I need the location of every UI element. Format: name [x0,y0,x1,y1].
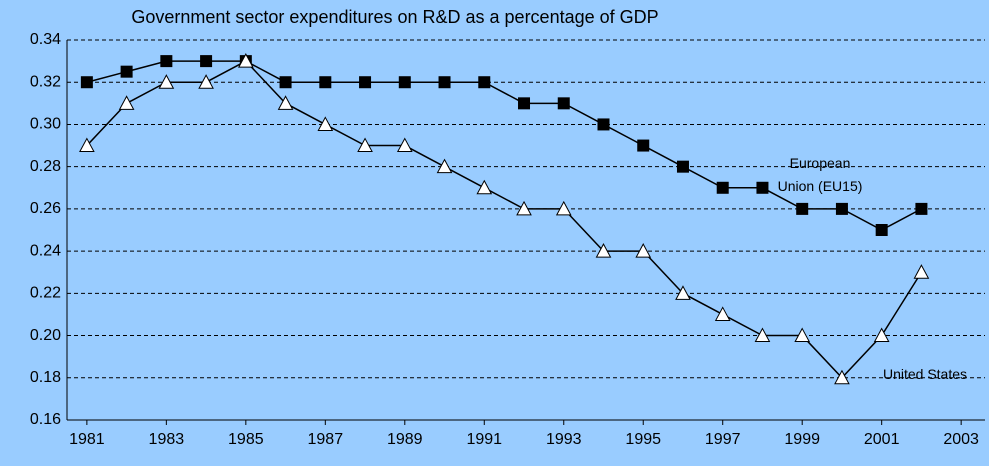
y-tick-label: 0.32 [30,73,61,90]
marker [794,327,811,343]
y-tick-label: 0.28 [30,158,61,175]
marker [555,200,572,216]
marker [158,74,175,89]
y-tick-label: 0.16 [30,411,61,428]
series-line [86,60,923,379]
marker [396,137,413,153]
x-tick-label: 1983 [149,431,185,448]
marker [120,65,133,78]
x-tick-label: 1997 [705,431,741,448]
marker [597,118,610,131]
marker [277,95,294,110]
marker [357,137,373,153]
marker [79,137,95,153]
marker [438,76,451,89]
series-label: United States [882,366,968,382]
marker [637,139,650,152]
marker [478,76,491,89]
marker [319,76,332,89]
x-tick-label: 2001 [864,431,900,448]
x-tick-label: 1993 [546,431,582,448]
marker [518,97,531,110]
x-tick-label: 1991 [466,431,502,448]
marker [595,243,612,258]
marker [80,76,93,89]
y-tick-label: 0.22 [30,285,61,302]
marker [398,76,411,89]
marker [200,55,213,68]
marker [279,76,292,89]
marker [557,97,570,110]
x-tick-label: 1987 [308,431,344,448]
marker [716,181,729,194]
marker [676,160,689,173]
marker [915,202,928,215]
marker [317,116,334,131]
marker [796,202,809,215]
marker [237,53,254,68]
y-tick-label: 0.26 [30,200,61,217]
marker [873,327,890,343]
marker [198,74,214,89]
marker [160,55,173,68]
marker [476,179,493,195]
x-tick-label: 1981 [69,431,105,448]
x-tick-label: 1995 [625,431,661,448]
y-tick-label: 0.30 [30,116,61,133]
x-tick-label: 1985 [228,431,264,448]
marker [756,181,769,194]
marker [913,264,930,279]
marker [675,285,691,300]
x-tick-label: 2003 [943,431,979,448]
x-tick-label: 1989 [387,431,423,448]
marker [754,327,771,343]
x-tick-label: 1999 [784,431,820,448]
marker [714,306,731,321]
marker [834,369,850,385]
y-tick-label: 0.24 [30,242,61,259]
marker [436,158,453,174]
y-tick-label: 0.18 [30,369,61,386]
marker [359,76,372,89]
marker [835,202,848,215]
marker [875,224,888,236]
chart-title: Government sector expenditures on R&D as… [131,7,658,27]
marker [118,95,135,110]
y-tick-label: 0.20 [30,327,61,344]
series-line [86,60,922,231]
marker [635,243,652,258]
series-label: European Union (EU15) [777,155,863,194]
marker [516,200,532,216]
y-tick-label: 0.34 [30,31,61,48]
